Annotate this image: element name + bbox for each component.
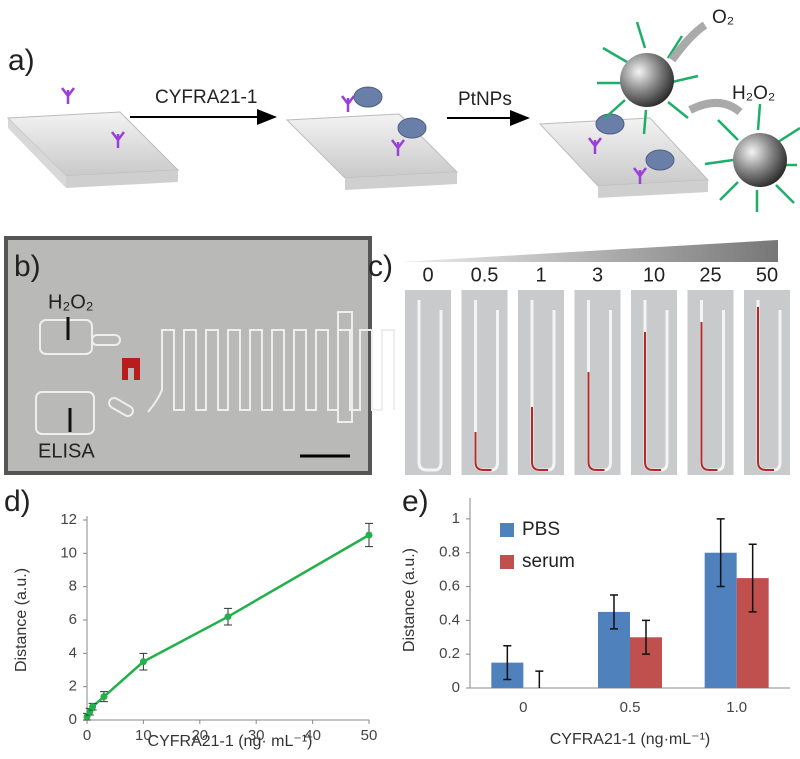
- red-fill: [587, 372, 605, 471]
- red-fill: [644, 332, 661, 471]
- panel-label: d): [4, 485, 31, 518]
- y-tick-label: 4: [69, 644, 77, 661]
- y-tick-label: 0.2: [439, 645, 460, 662]
- x-tick-label: 1.0: [726, 699, 747, 716]
- strip: [461, 290, 508, 475]
- y-tick-label: 0: [69, 711, 77, 728]
- concentration-label: 10: [643, 264, 665, 286]
- x-tick-label: 40: [304, 727, 321, 744]
- legend-label: serum: [522, 551, 575, 572]
- x-tick-label: 50: [361, 727, 378, 744]
- x-tick-label: 0.5: [620, 699, 641, 716]
- data-line: [85, 533, 370, 718]
- concentration-label: 50: [756, 264, 778, 286]
- y-tick-label: 10: [60, 544, 77, 561]
- y-axis-title: Distance (a.u.): [401, 548, 418, 652]
- y-tick-label: 6: [69, 611, 77, 628]
- y-tick-label: 8: [69, 578, 77, 595]
- strip-images: [405, 290, 790, 475]
- y-tick-label: 1: [452, 510, 460, 527]
- chip-photo: [4, 236, 395, 475]
- panel-label: c): [368, 250, 393, 283]
- error-bar: [535, 670, 544, 688]
- data-point: [89, 703, 97, 711]
- panel-label: e): [402, 485, 429, 518]
- y-tick-label: 0.6: [439, 578, 460, 595]
- chip-label: H₂O₂: [48, 291, 94, 313]
- data-point: [139, 658, 147, 666]
- error-bar: [503, 644, 512, 681]
- x-tick-label: 0: [83, 727, 91, 744]
- red-fill: [700, 322, 718, 471]
- strip: [518, 290, 564, 475]
- step-label: CYFRA21-1: [155, 87, 257, 108]
- y-tick-label: 2: [69, 678, 77, 695]
- chip-label: ELISA: [38, 440, 95, 462]
- concentration-label: 1: [535, 264, 546, 286]
- panel-a-drawing: [6, 21, 800, 212]
- data-point: [365, 531, 373, 539]
- y-tick-label: 12: [60, 511, 77, 528]
- red-fill: [757, 307, 774, 471]
- strip: [687, 290, 734, 475]
- concentration-label: 3: [592, 264, 603, 286]
- strip: [574, 290, 621, 475]
- data-point: [224, 613, 232, 621]
- concentration-label: 0: [422, 264, 433, 286]
- panel-label: b): [14, 250, 41, 283]
- channel: [417, 300, 443, 472]
- gradient-wedge: [400, 240, 778, 262]
- error-bar: [642, 619, 650, 655]
- data-point: [100, 693, 108, 701]
- strip: [744, 290, 790, 475]
- step-label: PtNPs: [458, 89, 512, 110]
- legend-swatch: [500, 555, 514, 569]
- panel-label: a): [8, 44, 35, 77]
- x-tick-label: 30: [248, 727, 265, 744]
- y-axis-title: Distance (a.u.): [13, 568, 30, 672]
- x-tick-label: 20: [191, 727, 208, 744]
- strip: [405, 290, 451, 475]
- red-fill: [474, 432, 492, 471]
- y-tick-label: 0.4: [439, 611, 460, 628]
- product-label: O₂: [712, 7, 734, 28]
- concentration-label: 0.5: [471, 264, 499, 286]
- x-axis-title: CYFRA21-1 (ng·mL⁻¹): [550, 731, 710, 748]
- x-tick-label: 10: [135, 727, 152, 744]
- x-axis-title: CYFRA21-1 (ng· mL⁻¹): [148, 733, 313, 750]
- legend-label: PBS: [522, 519, 560, 540]
- concentration-label: 25: [699, 264, 721, 286]
- red-fill: [531, 407, 548, 471]
- error-bar: [716, 518, 725, 588]
- y-tick-label: 0.8: [439, 544, 460, 561]
- y-tick-label: 0: [452, 679, 460, 696]
- error-bar: [748, 543, 757, 613]
- strip: [631, 290, 677, 475]
- reactant-label: H₂O₂: [732, 83, 775, 104]
- legend-swatch: [500, 523, 514, 537]
- x-tick-label: 0: [519, 699, 527, 716]
- error-bar: [610, 594, 618, 630]
